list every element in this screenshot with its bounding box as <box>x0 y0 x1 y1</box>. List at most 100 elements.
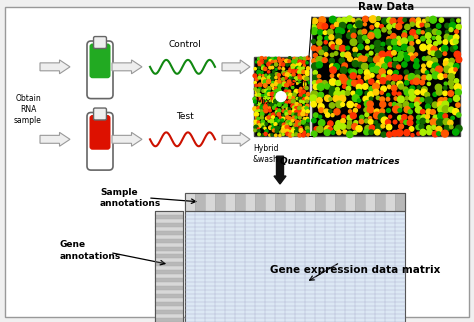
Circle shape <box>282 110 284 112</box>
Circle shape <box>346 87 351 91</box>
Circle shape <box>271 58 274 61</box>
Circle shape <box>255 94 257 96</box>
Circle shape <box>382 18 387 24</box>
Circle shape <box>278 120 280 122</box>
Circle shape <box>275 76 277 79</box>
Circle shape <box>311 131 317 137</box>
Circle shape <box>387 109 391 112</box>
Circle shape <box>387 85 391 89</box>
Bar <box>155 286 183 290</box>
Circle shape <box>337 130 341 135</box>
Circle shape <box>273 129 275 132</box>
Circle shape <box>291 104 295 108</box>
Circle shape <box>258 67 260 69</box>
Circle shape <box>257 130 260 132</box>
Circle shape <box>388 46 391 50</box>
Circle shape <box>291 77 295 81</box>
FancyBboxPatch shape <box>93 37 107 49</box>
Circle shape <box>273 71 275 73</box>
Circle shape <box>365 91 369 95</box>
Circle shape <box>306 117 309 120</box>
Circle shape <box>299 57 302 60</box>
Circle shape <box>277 113 281 116</box>
Circle shape <box>302 61 305 64</box>
Circle shape <box>448 63 454 69</box>
Circle shape <box>341 52 345 57</box>
Circle shape <box>296 98 298 100</box>
Circle shape <box>274 60 277 63</box>
Bar <box>195 193 205 211</box>
Circle shape <box>398 96 404 103</box>
Circle shape <box>322 80 328 86</box>
Circle shape <box>254 100 257 103</box>
Circle shape <box>275 108 277 110</box>
Circle shape <box>257 98 260 100</box>
Circle shape <box>285 93 289 96</box>
Circle shape <box>278 109 281 112</box>
Circle shape <box>367 101 373 107</box>
Circle shape <box>352 95 359 101</box>
Circle shape <box>354 58 358 63</box>
Circle shape <box>260 57 263 60</box>
Bar <box>155 306 183 310</box>
Circle shape <box>303 118 306 120</box>
Bar <box>185 211 405 322</box>
FancyArrow shape <box>112 60 142 74</box>
Circle shape <box>399 84 403 89</box>
Circle shape <box>335 45 339 50</box>
Circle shape <box>264 60 268 63</box>
Circle shape <box>381 42 385 46</box>
Circle shape <box>286 108 288 110</box>
Circle shape <box>254 68 256 70</box>
Circle shape <box>292 106 296 109</box>
Circle shape <box>289 68 292 71</box>
Circle shape <box>410 103 414 108</box>
Circle shape <box>380 91 383 94</box>
Circle shape <box>369 63 375 70</box>
Circle shape <box>414 53 418 56</box>
Circle shape <box>370 45 374 49</box>
Bar <box>185 193 405 211</box>
Circle shape <box>336 33 342 40</box>
Circle shape <box>455 84 461 90</box>
Circle shape <box>448 91 454 96</box>
Circle shape <box>405 81 409 85</box>
Circle shape <box>392 102 396 106</box>
Circle shape <box>337 74 340 77</box>
Circle shape <box>354 24 357 28</box>
Circle shape <box>285 125 289 129</box>
Circle shape <box>422 75 427 80</box>
Circle shape <box>427 61 433 67</box>
Circle shape <box>357 99 361 102</box>
Bar <box>155 211 183 322</box>
Circle shape <box>416 40 420 43</box>
Circle shape <box>257 107 261 110</box>
Circle shape <box>306 62 308 64</box>
Circle shape <box>310 95 317 102</box>
Circle shape <box>374 29 380 35</box>
Bar <box>365 193 375 211</box>
Circle shape <box>448 74 454 80</box>
Circle shape <box>420 109 425 114</box>
Circle shape <box>341 78 348 84</box>
Circle shape <box>426 104 430 109</box>
Circle shape <box>299 93 302 97</box>
Circle shape <box>444 97 447 101</box>
Circle shape <box>268 98 271 100</box>
Circle shape <box>336 87 339 91</box>
FancyArrow shape <box>40 60 70 74</box>
Circle shape <box>366 80 369 83</box>
Circle shape <box>421 31 424 34</box>
Circle shape <box>292 127 294 129</box>
Bar <box>155 302 183 306</box>
Circle shape <box>269 60 272 62</box>
Circle shape <box>403 31 407 34</box>
Circle shape <box>286 132 289 136</box>
Circle shape <box>425 92 429 97</box>
Circle shape <box>295 81 299 84</box>
Circle shape <box>404 89 410 96</box>
Circle shape <box>261 120 264 124</box>
Circle shape <box>398 75 402 80</box>
Circle shape <box>298 80 301 83</box>
Circle shape <box>328 121 333 126</box>
